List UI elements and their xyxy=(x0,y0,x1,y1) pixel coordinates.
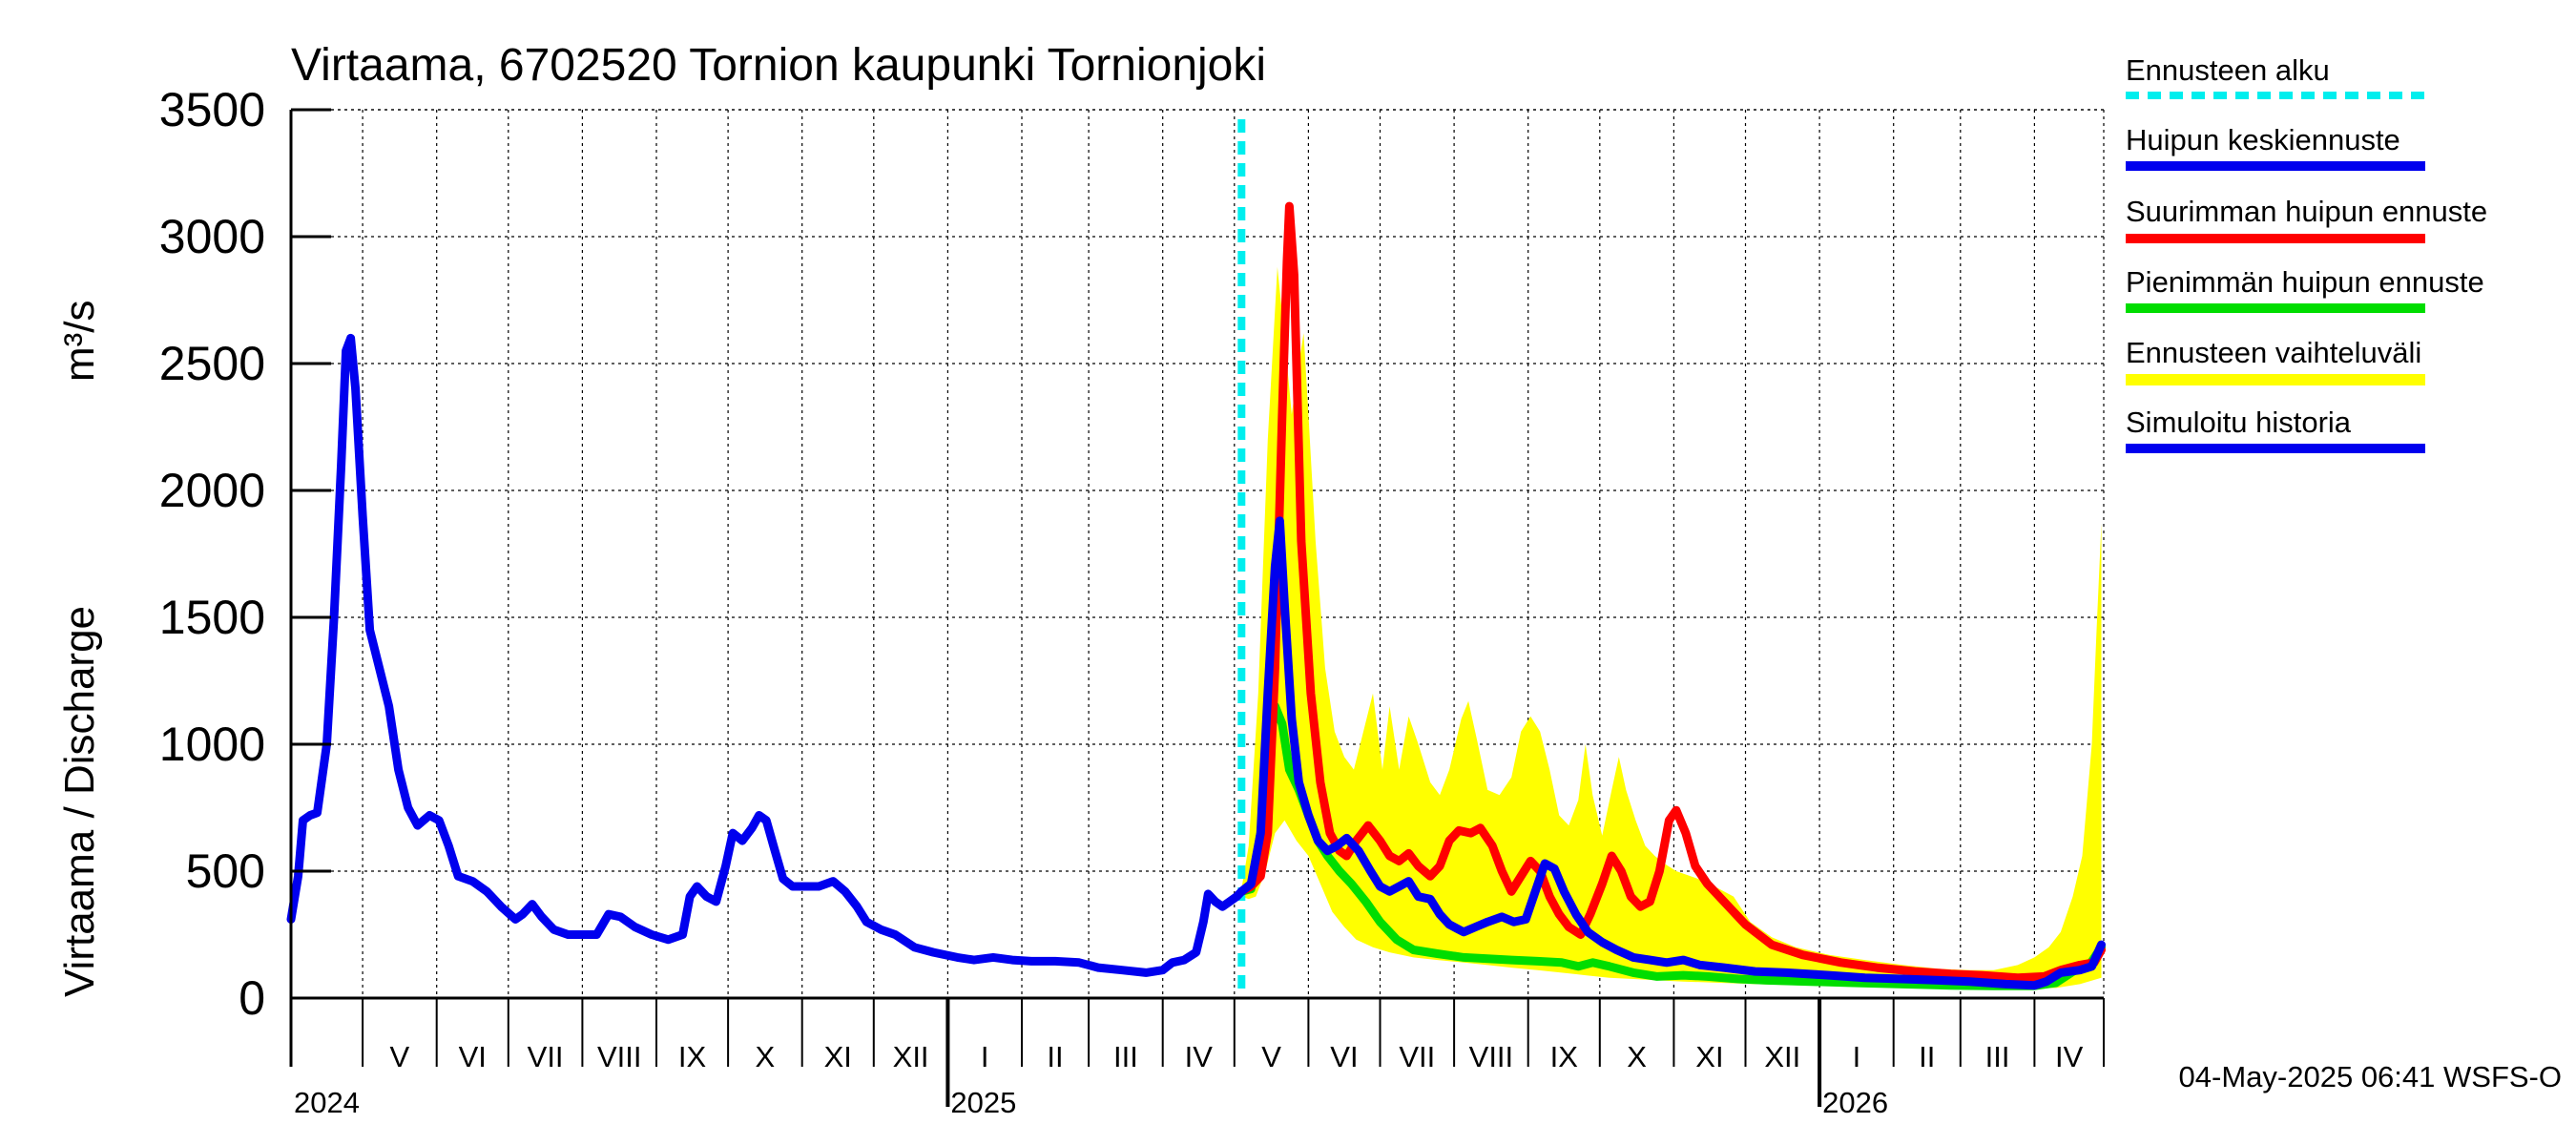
y-axis-unit: m³/s xyxy=(56,300,103,382)
legend-min-peak-label: Pienimmän huipun ennuste xyxy=(2126,265,2484,299)
x-month-label: I xyxy=(1853,1040,1861,1073)
forecast-range-band xyxy=(1241,266,2102,989)
legend-max-peak-label: Suurimman huipun ennuste xyxy=(2126,195,2487,228)
y-tick-label: 3000 xyxy=(159,210,265,263)
y-axis-unit-group: m³/s xyxy=(56,300,103,382)
x-month-labels: V VI VII VIII IX X XI XII I II III IV V VI VII VIII IX X X… xyxy=(294,1040,2084,1119)
legend-range-label: Ennusteen vaihteluväli xyxy=(2126,336,2421,369)
x-month-label: XI xyxy=(824,1040,852,1073)
x-month-label: X xyxy=(756,1040,776,1073)
series-lines xyxy=(286,201,2106,990)
x-month-label: XII xyxy=(893,1040,929,1073)
legend-mean-peak-label: Huipun keskiennuste xyxy=(2126,123,2400,156)
chart-title: Virtaama, 6702520 Tornion kaupunki Torni… xyxy=(291,40,1266,91)
x-month-label: II xyxy=(1047,1040,1063,1073)
x-month-label: I xyxy=(981,1040,989,1073)
x-month-label: III xyxy=(1113,1040,1138,1073)
x-month-label: II xyxy=(1919,1040,1935,1073)
y-tick-labels: 0 500 1000 1500 2000 2500 3000 3500 xyxy=(159,83,265,1025)
x-year-label: 2026 xyxy=(1822,1086,1888,1119)
max-peak-line xyxy=(1236,201,2106,983)
y-axis-label: Virtaama / Discharge xyxy=(56,606,103,997)
timestamp: 04-May-2025 06:41 WSFS-O xyxy=(2179,1060,2562,1093)
x-month-label: V xyxy=(390,1040,410,1073)
x-month-label: VII xyxy=(528,1040,564,1073)
y-axis-label-group: Virtaama / Discharge xyxy=(56,606,103,997)
axes xyxy=(289,108,2105,1107)
x-year-label: 2025 xyxy=(950,1086,1016,1119)
mean-peak-line xyxy=(1236,516,2106,990)
legend-forecast-start-label: Ennusteen alku xyxy=(2126,53,2330,87)
x-month-label: IV xyxy=(1185,1040,1214,1073)
y-tick-label: 500 xyxy=(186,844,265,898)
x-month-label: XI xyxy=(1695,1040,1723,1073)
grid xyxy=(291,109,2105,999)
legend: Ennusteen alku Huipun keskiennuste Suuri… xyxy=(2126,53,2487,453)
x-month-label: X xyxy=(1627,1040,1647,1073)
x-month-label: VI xyxy=(459,1040,487,1073)
y-tick-label: 0 xyxy=(239,971,265,1025)
y-tick-label: 2000 xyxy=(159,464,265,517)
range-band xyxy=(1241,266,2102,989)
x-month-label: VI xyxy=(1330,1040,1358,1073)
x-month-label: IX xyxy=(678,1040,707,1073)
x-month-label: V xyxy=(1261,1040,1281,1073)
x-month-label: III xyxy=(1985,1040,2010,1073)
x-month-label: IV xyxy=(2055,1040,2084,1073)
x-month-label: XII xyxy=(1764,1040,1800,1073)
y-tick-label: 2500 xyxy=(159,337,265,390)
x-month-label: VIII xyxy=(597,1040,642,1073)
x-month-label: IX xyxy=(1550,1040,1579,1073)
y-tick-label: 1000 xyxy=(159,718,265,771)
x-month-label: VII xyxy=(1399,1040,1435,1073)
legend-history-label: Simuloitu historia xyxy=(2126,406,2352,439)
y-tick-label: 3500 xyxy=(159,83,265,136)
x-year-label: 2024 xyxy=(294,1086,360,1119)
history-line xyxy=(286,333,1246,977)
y-tick-label: 1500 xyxy=(159,591,265,644)
x-month-label: VIII xyxy=(1469,1040,1514,1073)
